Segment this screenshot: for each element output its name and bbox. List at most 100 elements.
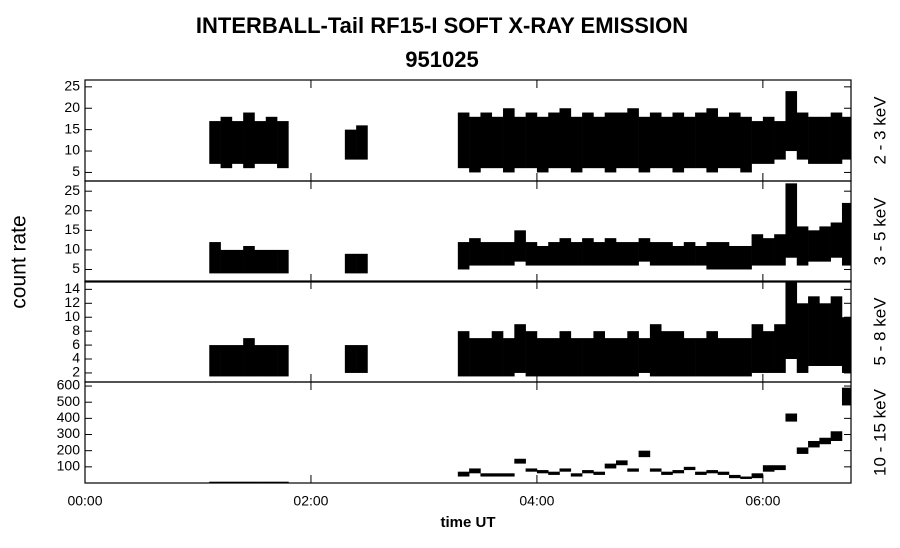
data-range <box>536 245 549 266</box>
data-range <box>265 116 278 164</box>
data-range <box>762 465 775 472</box>
data-range <box>582 470 594 474</box>
data-range <box>616 460 628 466</box>
x-tick-label: 04:00 <box>519 493 554 509</box>
data-range <box>243 112 255 169</box>
y-tick-label: 200 <box>57 441 81 457</box>
data-range <box>706 331 718 377</box>
data-range <box>514 116 526 169</box>
data-range <box>830 296 843 366</box>
y-tick-label: 5 <box>72 163 80 179</box>
y-tick-label: 400 <box>57 409 81 425</box>
y-tick-label: 15 <box>64 221 80 237</box>
data-range <box>796 112 809 160</box>
x-tick-label: 06:00 <box>745 493 780 509</box>
data-range <box>254 481 267 483</box>
data-range <box>220 116 233 169</box>
data-range <box>548 242 560 266</box>
data-range <box>627 331 639 377</box>
data-range <box>819 226 831 262</box>
data-range <box>356 345 368 373</box>
data-range <box>231 121 244 164</box>
data-range <box>254 249 267 274</box>
data-range <box>638 450 651 458</box>
data-range <box>751 324 764 373</box>
data-range <box>514 324 526 373</box>
y-tick-label: 10 <box>64 241 80 257</box>
data-range <box>638 338 651 373</box>
data-range <box>277 481 289 483</box>
data-range <box>548 112 560 169</box>
data-range <box>717 116 730 169</box>
data-range <box>254 121 267 164</box>
data-range <box>457 331 470 377</box>
data-range <box>536 338 549 377</box>
data-range <box>604 238 617 266</box>
y-tick-label: 25 <box>64 78 80 94</box>
y-tick-label: 14 <box>64 280 80 296</box>
data-range <box>808 440 820 448</box>
y-axis-title: count rate <box>8 215 31 308</box>
data-range <box>514 458 526 464</box>
y-tick-label: 15 <box>64 120 80 136</box>
data-range <box>728 338 741 377</box>
data-range <box>774 234 786 266</box>
data-range <box>525 112 538 169</box>
data-range <box>548 338 560 377</box>
panel-label: 10 - 15 keV <box>870 388 889 476</box>
data-range <box>717 471 730 475</box>
data-range <box>344 253 357 274</box>
data-range <box>277 249 289 274</box>
data-range <box>740 116 752 173</box>
data-range <box>469 116 481 173</box>
x-axis-title: time UT <box>440 514 495 531</box>
data-range <box>231 249 244 274</box>
data-range <box>672 331 685 377</box>
data-range <box>457 242 470 270</box>
data-range <box>265 345 278 377</box>
data-range <box>582 238 594 266</box>
data-range <box>785 282 798 360</box>
data-range <box>593 242 606 266</box>
data-range <box>469 338 481 377</box>
data-range <box>649 112 662 169</box>
y-tick-label: 4 <box>72 350 80 366</box>
data-range <box>672 470 685 474</box>
y-tick-label: 2 <box>72 364 80 380</box>
data-range <box>457 112 470 169</box>
data-range <box>830 222 843 258</box>
data-range <box>728 112 741 169</box>
data-range <box>841 202 852 266</box>
data-range <box>819 303 831 366</box>
data-range <box>706 470 718 474</box>
y-tick-label: 25 <box>64 182 80 198</box>
data-range <box>774 121 786 160</box>
x-tick-label: 00:00 <box>67 493 102 509</box>
data-range <box>582 112 594 169</box>
data-range <box>480 473 493 477</box>
panel-label: 3 - 5 keV <box>870 197 889 266</box>
data-range <box>559 331 572 377</box>
data-range <box>570 473 583 477</box>
data-range <box>740 476 752 479</box>
data-range <box>570 116 583 173</box>
panel-label: 5 - 8 keV <box>870 297 889 366</box>
data-range <box>627 468 639 472</box>
data-range <box>808 296 820 366</box>
data-range <box>627 242 639 266</box>
data-range <box>209 242 221 274</box>
data-range <box>593 471 606 475</box>
data-range <box>774 465 786 471</box>
y-tick-label: 100 <box>57 458 81 474</box>
data-range <box>231 345 244 377</box>
data-range <box>683 116 696 169</box>
data-range <box>728 474 741 479</box>
y-tick-label: 12 <box>64 294 80 310</box>
data-range <box>785 183 798 258</box>
data-range <box>706 242 718 270</box>
data-range <box>491 116 504 169</box>
data-range <box>480 242 493 266</box>
data-range <box>830 431 843 441</box>
panel-frame <box>84 381 852 484</box>
data-range <box>491 242 504 266</box>
